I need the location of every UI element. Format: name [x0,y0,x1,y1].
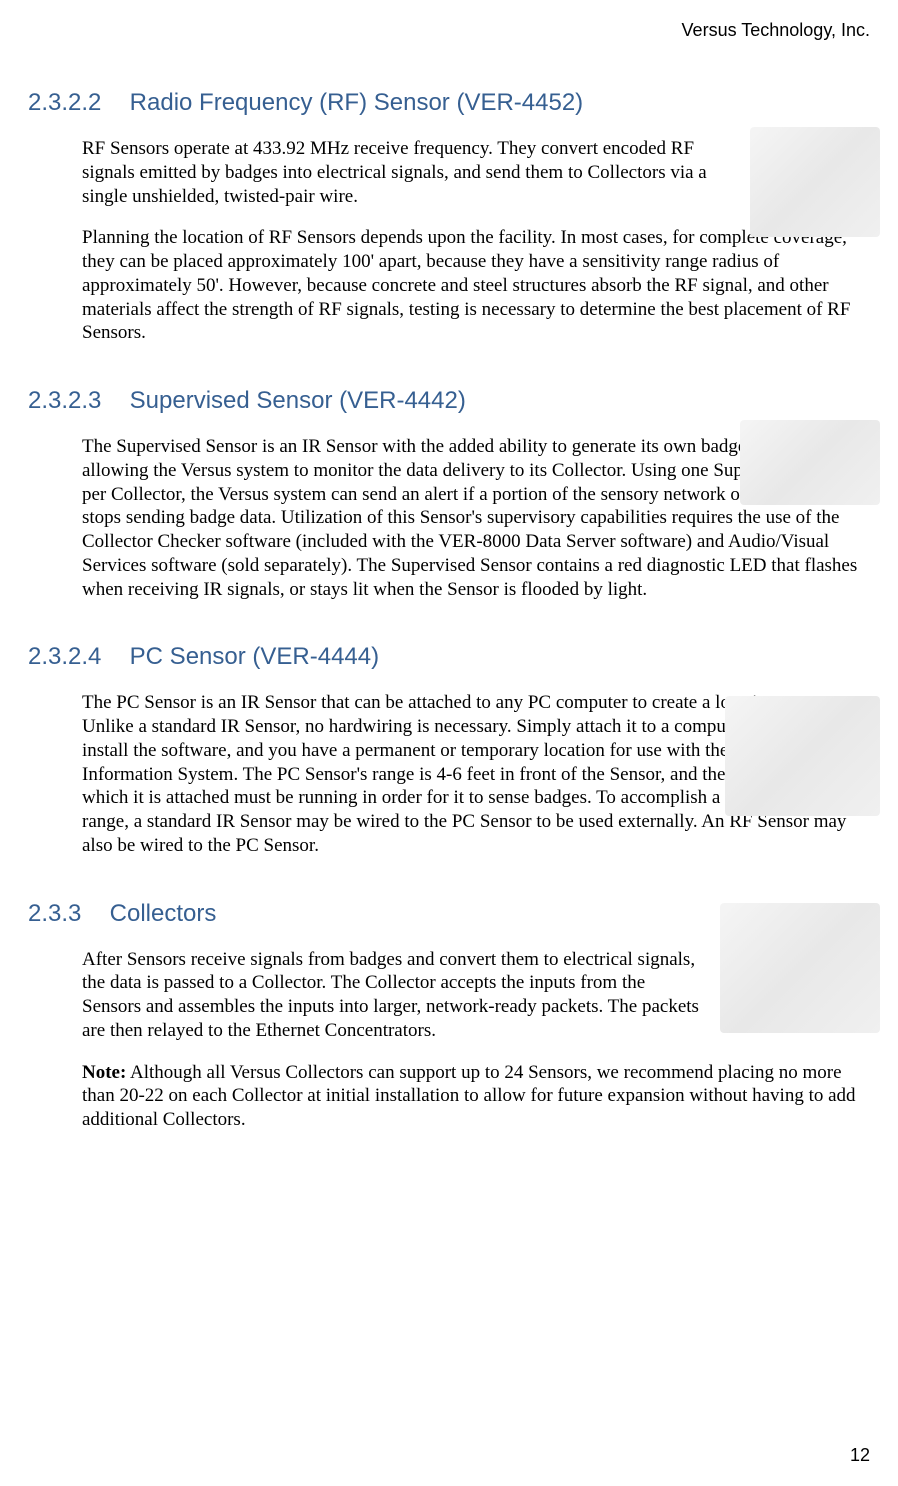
rf-sensor-image [750,127,880,237]
heading-supervised-sensor: 2.3.2.3 Supervised Sensor (VER-4442) [28,387,870,415]
heading-number: 2.3.2.2 [28,89,123,117]
heading-number: 2.3.2.3 [28,387,123,415]
heading-title: Radio Frequency (RF) Sensor (VER-4452) [130,89,584,116]
section-collectors: 2.3.3 Collectors After Sensors receive s… [28,900,870,1132]
heading-rf-sensor: 2.3.2.2 Radio Frequency (RF) Sensor (VER… [28,89,870,117]
note-paragraph: Note: Although all Versus Collectors can… [82,1061,870,1132]
heading-title: Collectors [110,900,217,927]
pc-sensor-image [725,696,880,816]
collector-image [720,903,880,1033]
section-rf-sensor: 2.3.2.2 Radio Frequency (RF) Sensor (VER… [28,89,870,345]
paragraph: Planning the location of RF Sensors depe… [82,226,870,345]
supervised-sensor-image [740,420,880,505]
heading-title: PC Sensor (VER-4444) [130,643,379,670]
heading-number: 2.3.3 [28,900,103,928]
heading-pc-sensor: 2.3.2.4 PC Sensor (VER-4444) [28,643,870,671]
heading-title: Supervised Sensor (VER-4442) [130,387,466,414]
note-text: Although all Versus Collectors can suppo… [82,1062,856,1131]
header-company: Versus Technology, Inc. [28,20,870,41]
note-label: Note: [82,1062,126,1083]
section-supervised-sensor: 2.3.2.3 Supervised Sensor (VER-4442) The… [28,387,870,601]
heading-number: 2.3.2.4 [28,643,123,671]
page-number: 12 [850,1445,870,1466]
section-pc-sensor: 2.3.2.4 PC Sensor (VER-4444) The PC Sens… [28,643,870,857]
